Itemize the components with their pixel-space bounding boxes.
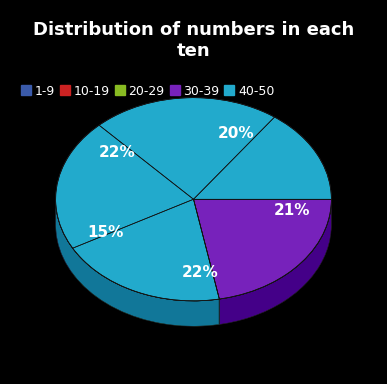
Polygon shape <box>219 201 331 324</box>
Ellipse shape <box>56 123 331 326</box>
Text: 22%: 22% <box>99 145 135 160</box>
Polygon shape <box>56 98 331 301</box>
Text: Distribution of numbers in each
ten: Distribution of numbers in each ten <box>33 22 354 60</box>
Text: 22%: 22% <box>182 265 218 280</box>
Polygon shape <box>56 201 219 326</box>
Polygon shape <box>56 98 331 299</box>
Polygon shape <box>56 201 331 326</box>
Text: 15%: 15% <box>87 225 123 240</box>
Polygon shape <box>56 207 73 274</box>
Polygon shape <box>56 206 331 326</box>
Polygon shape <box>73 202 331 326</box>
Legend: 1-9, 10-19, 20-29, 30-39, 40-50: 1-9, 10-19, 20-29, 30-39, 40-50 <box>18 82 277 100</box>
Text: 20%: 20% <box>217 126 254 141</box>
Polygon shape <box>56 98 331 301</box>
Polygon shape <box>73 98 331 301</box>
Polygon shape <box>56 117 331 301</box>
Text: 21%: 21% <box>273 203 310 218</box>
